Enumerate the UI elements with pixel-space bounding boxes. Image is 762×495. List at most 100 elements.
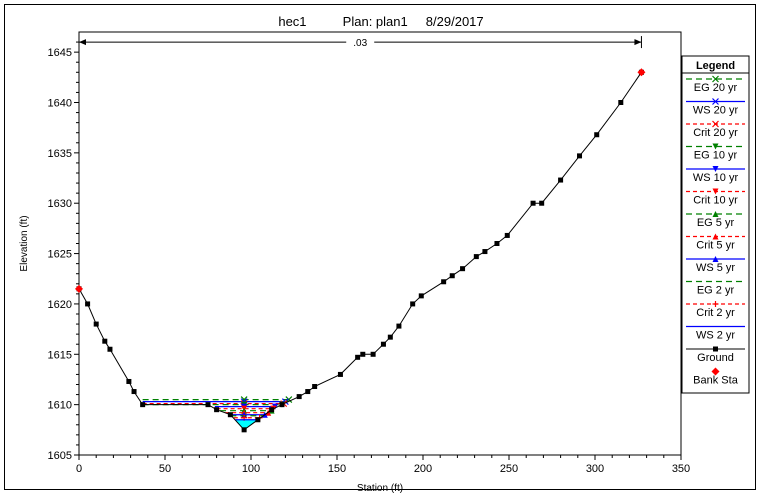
legend-box: [681, 55, 750, 394]
ground-point: [380, 341, 386, 347]
ground-point: [312, 384, 318, 390]
x-tick-label: 250: [500, 463, 518, 475]
ground-point: [577, 153, 583, 159]
legend-label: WS 10 yr: [693, 172, 739, 184]
x-tick-label: 50: [159, 463, 171, 475]
y-tick-label: 1640: [48, 98, 72, 110]
ground-point: [360, 351, 366, 357]
ground-point: [93, 321, 99, 327]
legend-marker: [712, 120, 719, 128]
legend-label: EG 2 yr: [697, 285, 735, 297]
legend-label: Crit 5 yr: [696, 240, 735, 252]
legend-label: WS 20 yr: [693, 105, 739, 117]
water-fill: [234, 419, 258, 430]
chart-title: hec1 Plan: plan1 8/29/2017: [0, 14, 762, 29]
series-marker: [285, 396, 293, 404]
annotation-label: .03: [353, 38, 367, 49]
ground-point: [410, 301, 416, 307]
x-tick-label: 100: [242, 463, 260, 475]
ground-point: [214, 407, 220, 413]
ground-point: [102, 338, 108, 344]
legend-label: Bank Sta: [693, 375, 739, 387]
annotation-arrow-left: [79, 39, 86, 46]
y-tick-label: 1630: [48, 198, 72, 210]
legend: Legend EG 20 yr WS 20 yr Crit 20 yr EG 10 yr…: [681, 55, 750, 394]
bank-station-point: [75, 284, 83, 293]
ground-point: [255, 417, 261, 423]
legend-marker: [712, 143, 719, 150]
ground-point: [558, 177, 564, 183]
y-tick-label: 1615: [48, 349, 72, 361]
ground-point: [140, 402, 146, 408]
ground-point: [107, 346, 113, 352]
y-axis-label: Elevation (ft): [19, 215, 30, 271]
legend-marker: [711, 367, 720, 376]
legend-label: Crit 10 yr: [693, 195, 738, 207]
ground-point: [482, 249, 488, 255]
bank-station-point: [637, 68, 646, 77]
y-tick-label: 1620: [48, 299, 72, 311]
x-tick-label: 200: [414, 463, 432, 475]
ground-point: [618, 100, 624, 105]
x-tick-label: 350: [672, 463, 690, 475]
ground-point: [241, 427, 247, 433]
x-tick-label: 0: [76, 463, 82, 475]
x-axis-label: Station (ft): [357, 483, 403, 494]
ground-point: [205, 402, 211, 408]
legend-label: EG 10 yr: [694, 150, 738, 162]
ground-point: [494, 241, 500, 246]
y-tick-label: 1635: [48, 148, 72, 160]
ground-point: [449, 273, 455, 279]
legend-label: Ground: [697, 352, 734, 364]
ground-point: [126, 378, 132, 384]
ground-point: [441, 279, 447, 285]
legend-marker: [712, 166, 719, 172]
ground-point: [396, 323, 402, 329]
legend-marker: [712, 98, 719, 105]
ground-line: [78, 72, 642, 431]
x-tick-label: 150: [328, 463, 346, 475]
ground-point: [504, 232, 510, 238]
plot-name: hec1: [278, 14, 307, 29]
water-fill-layer: [234, 419, 258, 430]
ground-point: [279, 402, 285, 408]
legend-label: WS 2 yr: [696, 330, 735, 342]
x-tick-label: 300: [586, 463, 604, 475]
annotation-layer: .03: [78, 36, 642, 49]
legend-label: Crit 2 yr: [696, 307, 735, 319]
legend-marker: [712, 301, 719, 307]
ground-layer: [75, 68, 646, 433]
legend-marker: [712, 75, 719, 83]
ground-point: [131, 389, 137, 395]
plot-border: [78, 31, 682, 456]
legend-label: EG 5 yr: [697, 217, 735, 229]
y-tick-label: 1625: [48, 249, 72, 261]
y-tick-label: 1610: [48, 400, 72, 412]
legend-title: Legend: [696, 60, 735, 72]
ground-point: [85, 301, 91, 307]
plan-name: Plan: plan1: [342, 14, 408, 29]
ground-point: [305, 389, 311, 395]
legend-label: EG 20 yr: [694, 82, 738, 94]
chart-frame: [4, 4, 756, 490]
ground-point: [269, 407, 275, 413]
legend-marker: [712, 211, 719, 217]
legend-marker: [712, 188, 719, 195]
plot-date: 8/29/2017: [425, 14, 484, 29]
legend-label: WS 5 yr: [696, 262, 735, 274]
ground-point: [594, 132, 600, 138]
ground-point: [473, 254, 479, 260]
axes: 0 50 100 150 200 250 300 350 1605 1610 1615 1620 162…: [19, 31, 690, 494]
ground-point: [530, 200, 536, 206]
ground-point: [387, 334, 393, 340]
ground-point: [370, 351, 376, 357]
ground-point: [227, 412, 233, 418]
ground-point: [337, 371, 343, 377]
legend-marker: [712, 256, 719, 262]
legend-label: Crit 20 yr: [693, 127, 738, 139]
y-tick-label: 1605: [48, 450, 72, 462]
ground-point: [418, 293, 424, 299]
legend-marker: [712, 233, 719, 240]
